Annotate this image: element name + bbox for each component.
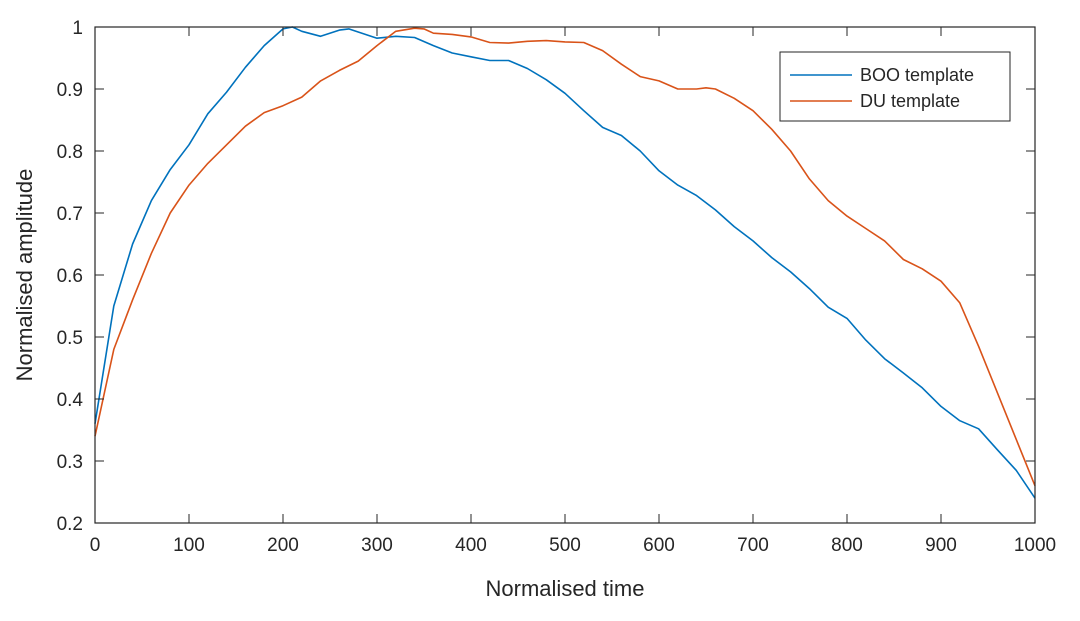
x-tick-label: 800 [831, 535, 863, 556]
x-tick-label: 400 [455, 535, 487, 556]
x-tick-label: 700 [737, 535, 769, 556]
x-axis-label: Normalised time [486, 576, 645, 601]
y-tick-label: 0.3 [57, 452, 83, 473]
y-tick-label: 0.8 [57, 142, 83, 163]
series-layer [94, 26, 1036, 499]
y-tick-label: 0.7 [57, 204, 83, 225]
x-tick-label: 200 [267, 535, 299, 556]
legend: BOO template DU template [779, 51, 1011, 122]
x-tick-label: 100 [173, 535, 205, 556]
series-line-boo [94, 26, 1036, 499]
series-line-du [94, 27, 1036, 487]
x-tick-label: 300 [361, 535, 393, 556]
y-tick-label: 1 [72, 18, 83, 39]
y-tick-label: 0.2 [57, 514, 83, 535]
legend-box [779, 51, 1011, 122]
y-tick-label: 0.5 [57, 328, 83, 349]
legend-label-boo: BOO template [860, 65, 974, 85]
legend-label-du: DU template [860, 91, 960, 111]
x-tick-label: 0 [90, 535, 101, 556]
x-tick-label: 900 [925, 535, 957, 556]
x-tick-label: 500 [549, 535, 581, 556]
x-tick-label: 600 [643, 535, 675, 556]
tick-layer: 0 100 200 300 400 500 600 700 800 900 1000 0.2 0.3 0.… [57, 18, 1057, 556]
x-tick-label: 1000 [1014, 535, 1056, 556]
y-tick-label: 0.9 [57, 80, 83, 101]
y-axis-label: Normalised amplitude [12, 169, 37, 382]
y-tick-label: 0.6 [57, 266, 83, 287]
y-tick-label: 0.4 [57, 390, 84, 411]
